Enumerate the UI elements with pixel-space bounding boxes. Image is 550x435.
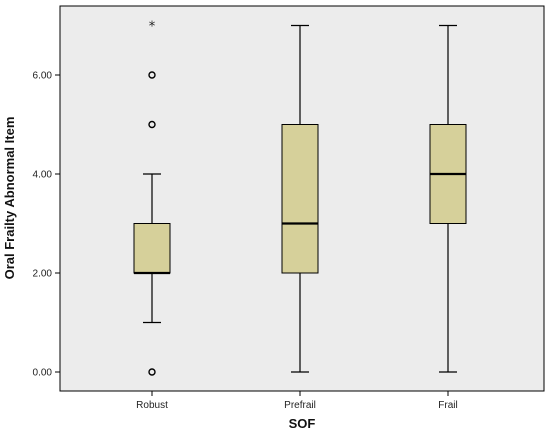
y-axis: 0.00 2.00 4.00 6.00: [33, 71, 60, 379]
x-axis-title: SOF: [289, 416, 316, 431]
y-tick-label: 0.00: [33, 368, 53, 379]
box-frail: [429, 24, 467, 373]
y-tick-label: 4.00: [33, 170, 53, 181]
iqr-box: [133, 223, 171, 274]
boxes-layer: *: [133, 20, 467, 376]
box-prefrail: [281, 24, 319, 373]
x-tick-label: Frail: [438, 400, 457, 411]
x-tick-label: Robust: [136, 400, 168, 411]
extreme-point: *: [149, 20, 156, 35]
box-robust: *: [133, 20, 171, 376]
y-tick-label: 2.00: [33, 269, 53, 280]
outlier-point: [148, 71, 156, 79]
x-tick-label: Prefrail: [284, 400, 316, 411]
y-axis-title: Oral Frailty Abnormal Item: [2, 117, 17, 280]
iqr-box: [281, 124, 319, 274]
outlier-point: [148, 120, 156, 129]
y-tick-label: 6.00: [33, 71, 53, 82]
x-axis: Robust Prefrail Frail: [136, 391, 458, 411]
outlier-point: [148, 368, 156, 376]
